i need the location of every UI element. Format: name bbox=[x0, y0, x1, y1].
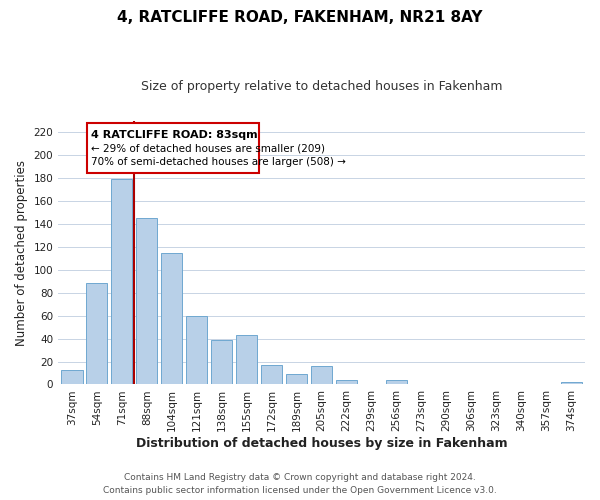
Text: 4 RATCLIFFE ROAD: 83sqm: 4 RATCLIFFE ROAD: 83sqm bbox=[91, 130, 258, 140]
Text: Contains HM Land Registry data © Crown copyright and database right 2024.
Contai: Contains HM Land Registry data © Crown c… bbox=[103, 474, 497, 495]
Bar bbox=[286, 374, 307, 384]
Bar bbox=[61, 370, 83, 384]
Bar bbox=[386, 380, 407, 384]
Y-axis label: Number of detached properties: Number of detached properties bbox=[15, 160, 28, 346]
Text: 70% of semi-detached houses are larger (508) →: 70% of semi-detached houses are larger (… bbox=[91, 158, 346, 168]
Text: ← 29% of detached houses are smaller (209): ← 29% of detached houses are smaller (20… bbox=[91, 144, 325, 154]
Bar bbox=[86, 284, 107, 384]
Text: 4, RATCLIFFE ROAD, FAKENHAM, NR21 8AY: 4, RATCLIFFE ROAD, FAKENHAM, NR21 8AY bbox=[117, 10, 483, 25]
Bar bbox=[261, 365, 282, 384]
Bar bbox=[236, 335, 257, 384]
Bar bbox=[136, 218, 157, 384]
Bar bbox=[111, 179, 133, 384]
Title: Size of property relative to detached houses in Fakenham: Size of property relative to detached ho… bbox=[141, 80, 502, 93]
Bar bbox=[88, 123, 259, 174]
X-axis label: Distribution of detached houses by size in Fakenham: Distribution of detached houses by size … bbox=[136, 437, 508, 450]
Bar bbox=[186, 316, 208, 384]
Bar bbox=[211, 340, 232, 384]
Bar bbox=[336, 380, 357, 384]
Bar bbox=[560, 382, 582, 384]
Bar bbox=[311, 366, 332, 384]
Bar bbox=[161, 252, 182, 384]
